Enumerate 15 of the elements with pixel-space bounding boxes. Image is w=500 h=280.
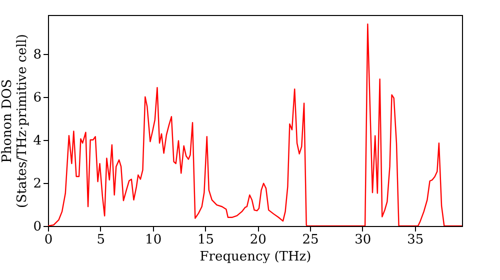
y-tick-label: 2 [33, 176, 42, 192]
x-tick-label: 35 [407, 232, 424, 248]
x-tick-label: 10 [145, 232, 162, 248]
y-axis-title: Phonon DOS (States/THz·primitive cell) [0, 34, 30, 208]
y-tick-label: 4 [33, 133, 42, 148]
y-tick-label: 8 [33, 47, 42, 62]
line-series [48, 23, 462, 226]
y-tick-label: 6 [33, 90, 42, 106]
x-tick-label: 25 [302, 232, 319, 248]
x-tick-label: 30 [354, 232, 372, 248]
x-tick-label: 15 [197, 232, 214, 248]
x-tick-label: 0 [44, 232, 53, 248]
y-tick-label: 0 [33, 220, 42, 234]
x-tick-label: 20 [250, 232, 266, 248]
x-tick-label: 5 [96, 232, 106, 248]
